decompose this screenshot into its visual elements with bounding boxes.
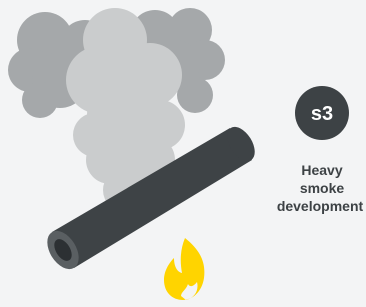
caption-line: Heavy <box>301 162 342 178</box>
badge-label: s3 <box>311 103 333 125</box>
caption-line: development <box>277 198 364 214</box>
caption-line: smoke <box>300 180 345 196</box>
illustration: s3 Heavy smoke development <box>0 0 366 307</box>
